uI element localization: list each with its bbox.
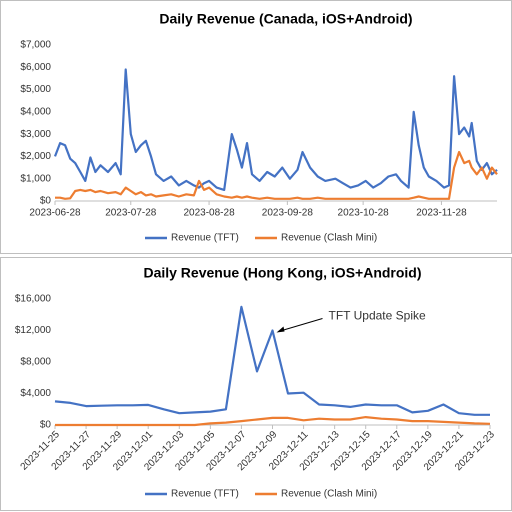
chart-title: Daily Revenue (Hong Kong, iOS+Android) (143, 265, 421, 281)
y-tick-label: $0 (40, 196, 52, 207)
x-tick-label: 2023-10-28 (338, 208, 390, 219)
y-tick-label: $8,000 (20, 357, 51, 368)
y-tick-label: $3,000 (20, 129, 51, 140)
panel (0, 0, 512, 254)
legend-label: Revenue (TFT) (171, 233, 239, 244)
y-tick-label: $16,000 (15, 294, 52, 305)
annotation: TFT Update Spike (329, 309, 426, 323)
y-tick-label: $2,000 (20, 151, 51, 162)
chart-title: Daily Revenue (Canada, iOS+Android) (159, 11, 412, 27)
x-tick-label: 2023-09-28 (262, 208, 314, 219)
panel (0, 257, 512, 511)
legend-label: Revenue (TFT) (171, 489, 239, 500)
annotation-arrowhead (276, 326, 285, 333)
annotation-arrow (278, 318, 323, 332)
y-tick-label: $12,000 (15, 325, 52, 336)
y-tick-label: $1,000 (20, 173, 51, 184)
series-line (54, 305, 490, 416)
y-tick-label: $4,000 (20, 106, 51, 117)
series-line (53, 68, 498, 191)
x-tick-label: 2023-08-28 (183, 208, 235, 219)
x-tick-label: 2023-06-28 (29, 208, 81, 219)
series-line (55, 416, 491, 427)
legend-label: Revenue (Clash Mini) (281, 233, 377, 244)
y-tick-label: $4,000 (20, 388, 51, 399)
y-tick-label: $5,000 (20, 84, 51, 95)
series-line (55, 150, 498, 200)
y-tick-label: $7,000 (20, 40, 51, 51)
y-tick-label: $6,000 (20, 62, 51, 73)
x-tick-label: 2023-07-28 (105, 208, 157, 219)
legend-label: Revenue (Clash Mini) (281, 489, 377, 500)
x-tick-label: 2023-11-28 (416, 208, 467, 219)
y-tick-label: $0 (40, 420, 52, 431)
